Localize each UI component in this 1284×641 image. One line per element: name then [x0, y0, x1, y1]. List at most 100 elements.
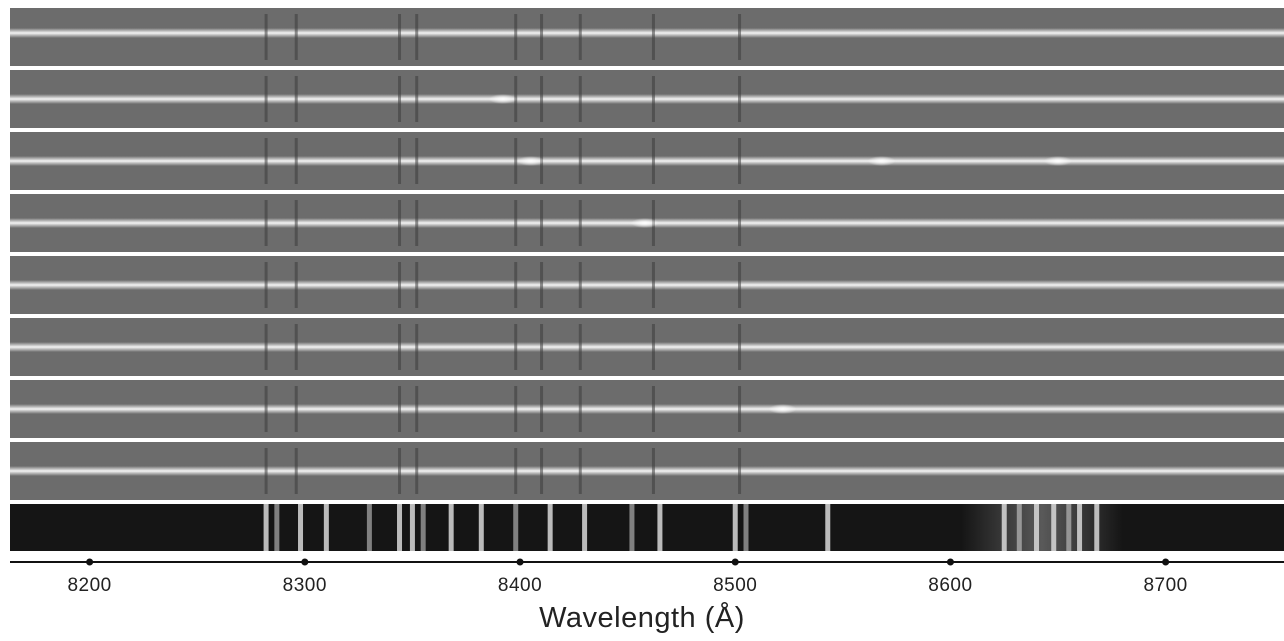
absorption-feature — [540, 448, 544, 494]
absorption-feature — [514, 386, 518, 432]
sky-emission-line — [657, 504, 663, 551]
tick-label: 8600 — [928, 575, 973, 596]
spectrum-trace — [10, 28, 1284, 38]
absorption-feature — [398, 324, 402, 370]
absorption-feature — [738, 200, 742, 246]
spectrum-trace — [10, 156, 1284, 166]
absorption-feature — [578, 262, 582, 308]
absorption-feature — [738, 262, 742, 308]
absorption-feature — [264, 138, 268, 184]
absorption-feature — [264, 324, 268, 370]
absorption-feature — [415, 14, 419, 60]
absorption-feature — [578, 138, 582, 184]
absorption-feature — [294, 76, 298, 122]
sky-emission-line — [1016, 504, 1022, 551]
absorption-feature — [578, 448, 582, 494]
absorption-feature — [264, 76, 268, 122]
absorption-feature — [540, 200, 544, 246]
sky-emission-line — [1001, 504, 1007, 551]
absorption-feature — [540, 324, 544, 370]
sky-emission-line — [1066, 504, 1072, 551]
absorption-feature — [738, 14, 742, 60]
sky-emission-line — [1051, 504, 1057, 551]
sky-emission-line — [547, 504, 553, 551]
wavelength-axis — [10, 558, 1284, 566]
sky-emission-line — [825, 504, 831, 551]
absorption-feature — [514, 138, 518, 184]
absorption-feature — [398, 386, 402, 432]
sky-emission-line — [274, 504, 280, 551]
absorption-feature — [398, 138, 402, 184]
absorption-feature — [415, 386, 419, 432]
axis-tick-dot — [731, 558, 739, 566]
absorption-feature — [398, 262, 402, 308]
absorption-feature — [294, 262, 298, 308]
absorption-feature — [415, 324, 419, 370]
absorption-feature — [578, 200, 582, 246]
absorption-feature — [738, 324, 742, 370]
tick-label: 8200 — [67, 575, 112, 596]
cosmic-ray-hit — [1044, 156, 1073, 166]
absorption-feature — [294, 14, 298, 60]
absorption-feature — [514, 200, 518, 246]
sky-emission-line — [732, 504, 738, 551]
absorption-feature — [415, 200, 419, 246]
cosmic-ray-hit — [768, 404, 797, 414]
absorption-feature — [578, 386, 582, 432]
absorption-feature — [651, 324, 655, 370]
absorption-feature — [264, 386, 268, 432]
sky-emission-line — [420, 504, 426, 551]
absorption-feature — [264, 14, 268, 60]
sky-emission-line — [478, 504, 484, 551]
absorption-feature — [415, 448, 419, 494]
cosmic-ray-hit — [488, 94, 517, 104]
absorption-feature — [415, 138, 419, 184]
axis-tick-dot — [86, 558, 94, 566]
sky-emission-line — [1094, 504, 1100, 551]
absorption-feature — [651, 448, 655, 494]
absorption-feature — [738, 138, 742, 184]
sky-emission-line — [629, 504, 635, 551]
absorption-feature — [264, 200, 268, 246]
absorption-feature — [514, 324, 518, 370]
spectrum-trace — [10, 466, 1284, 476]
absorption-feature — [415, 262, 419, 308]
cosmic-ray-hit — [516, 156, 545, 166]
absorption-feature — [264, 448, 268, 494]
tick-label: 8500 — [713, 575, 758, 596]
sky-emission-line — [1077, 504, 1083, 551]
absorption-feature — [738, 76, 742, 122]
absorption-feature — [651, 14, 655, 60]
sky-spectrum-panel — [10, 504, 1284, 551]
absorption-feature — [540, 262, 544, 308]
absorption-feature — [514, 262, 518, 308]
sky-emission-line — [366, 504, 372, 551]
spectrum-trace — [10, 94, 1284, 104]
absorption-feature — [651, 138, 655, 184]
sky-emission-line — [743, 504, 749, 551]
absorption-feature — [540, 386, 544, 432]
absorption-feature — [651, 76, 655, 122]
sky-emission-line — [513, 504, 519, 551]
absorption-feature — [415, 76, 419, 122]
sky-emission-line — [298, 504, 304, 551]
absorption-feature — [578, 76, 582, 122]
absorption-feature — [738, 448, 742, 494]
sky-emission-line — [409, 504, 415, 551]
cosmic-ray-hit — [867, 156, 896, 166]
tick-label: 8300 — [282, 575, 327, 596]
absorption-feature — [294, 138, 298, 184]
absorption-feature — [578, 14, 582, 60]
spectrum-strips — [10, 8, 1284, 500]
absorption-feature — [398, 200, 402, 246]
absorption-feature — [294, 448, 298, 494]
spectrum-trace — [10, 280, 1284, 290]
axis-tick-dot — [946, 558, 954, 566]
tick-label: 8400 — [497, 575, 543, 596]
spectrum-trace — [10, 404, 1284, 414]
absorption-feature — [398, 448, 402, 494]
axis-tick-dot — [516, 558, 524, 566]
sky-emission-line — [323, 504, 329, 551]
spectrum-trace — [10, 342, 1284, 352]
